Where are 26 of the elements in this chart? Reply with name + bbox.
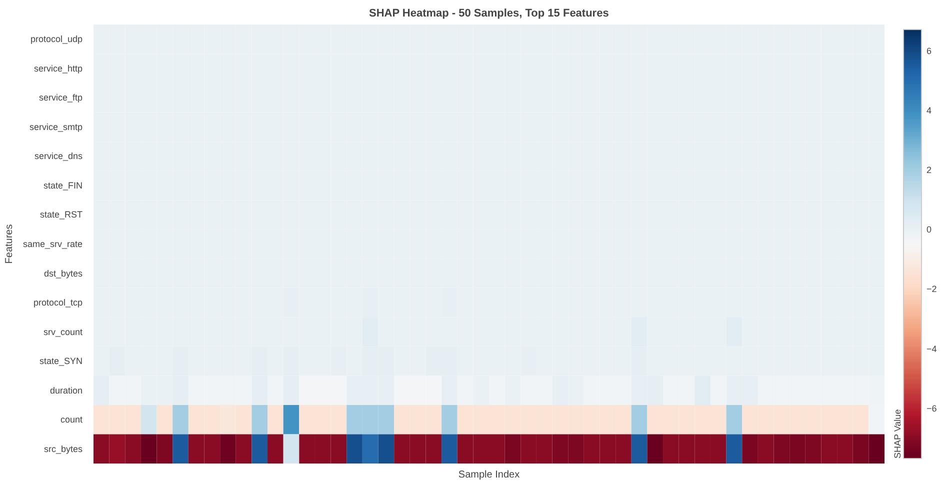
y-tick-label: state_SYN	[39, 356, 83, 366]
y-tick-label: dst_bytes	[44, 268, 83, 278]
x-axis-title: Sample Index	[458, 470, 520, 480]
chart-title: SHAP Heatmap - 50 Samples, Top 15 Features	[368, 8, 609, 20]
y-tick-label: service_http	[34, 63, 83, 74]
color-bar-label: 6	[926, 46, 932, 56]
y-axis-title: Features	[4, 224, 15, 264]
color-bar-label: −4	[926, 344, 937, 354]
y-tick-label: count	[60, 414, 83, 425]
y-tick-label: duration	[50, 385, 83, 396]
color-bar-label: 4	[926, 105, 932, 116]
y-tick-label: same_srv_rate	[22, 239, 83, 249]
y-tick-label: service_smtp	[29, 122, 82, 132]
y-tick-label: protocol_tcp	[33, 298, 82, 308]
color-bar-title: SHAP Value	[892, 409, 902, 458]
y-tick-label: service_ftp	[38, 92, 83, 103]
y-tick-label: srv_count	[43, 326, 83, 337]
color-bar-label: 2	[926, 165, 932, 176]
y-tick-label: state_RST	[40, 210, 83, 220]
y-tick-label: service_dns	[34, 151, 83, 162]
color-bar-label: −2	[926, 284, 937, 294]
y-tick-label: protocol_udp	[30, 34, 83, 44]
y-tick-label: state_FIN	[43, 180, 82, 190]
y-tick-label: src_bytes	[44, 444, 83, 454]
color-bar-label: −6	[926, 403, 937, 414]
color-bar-label: 0	[926, 224, 932, 235]
